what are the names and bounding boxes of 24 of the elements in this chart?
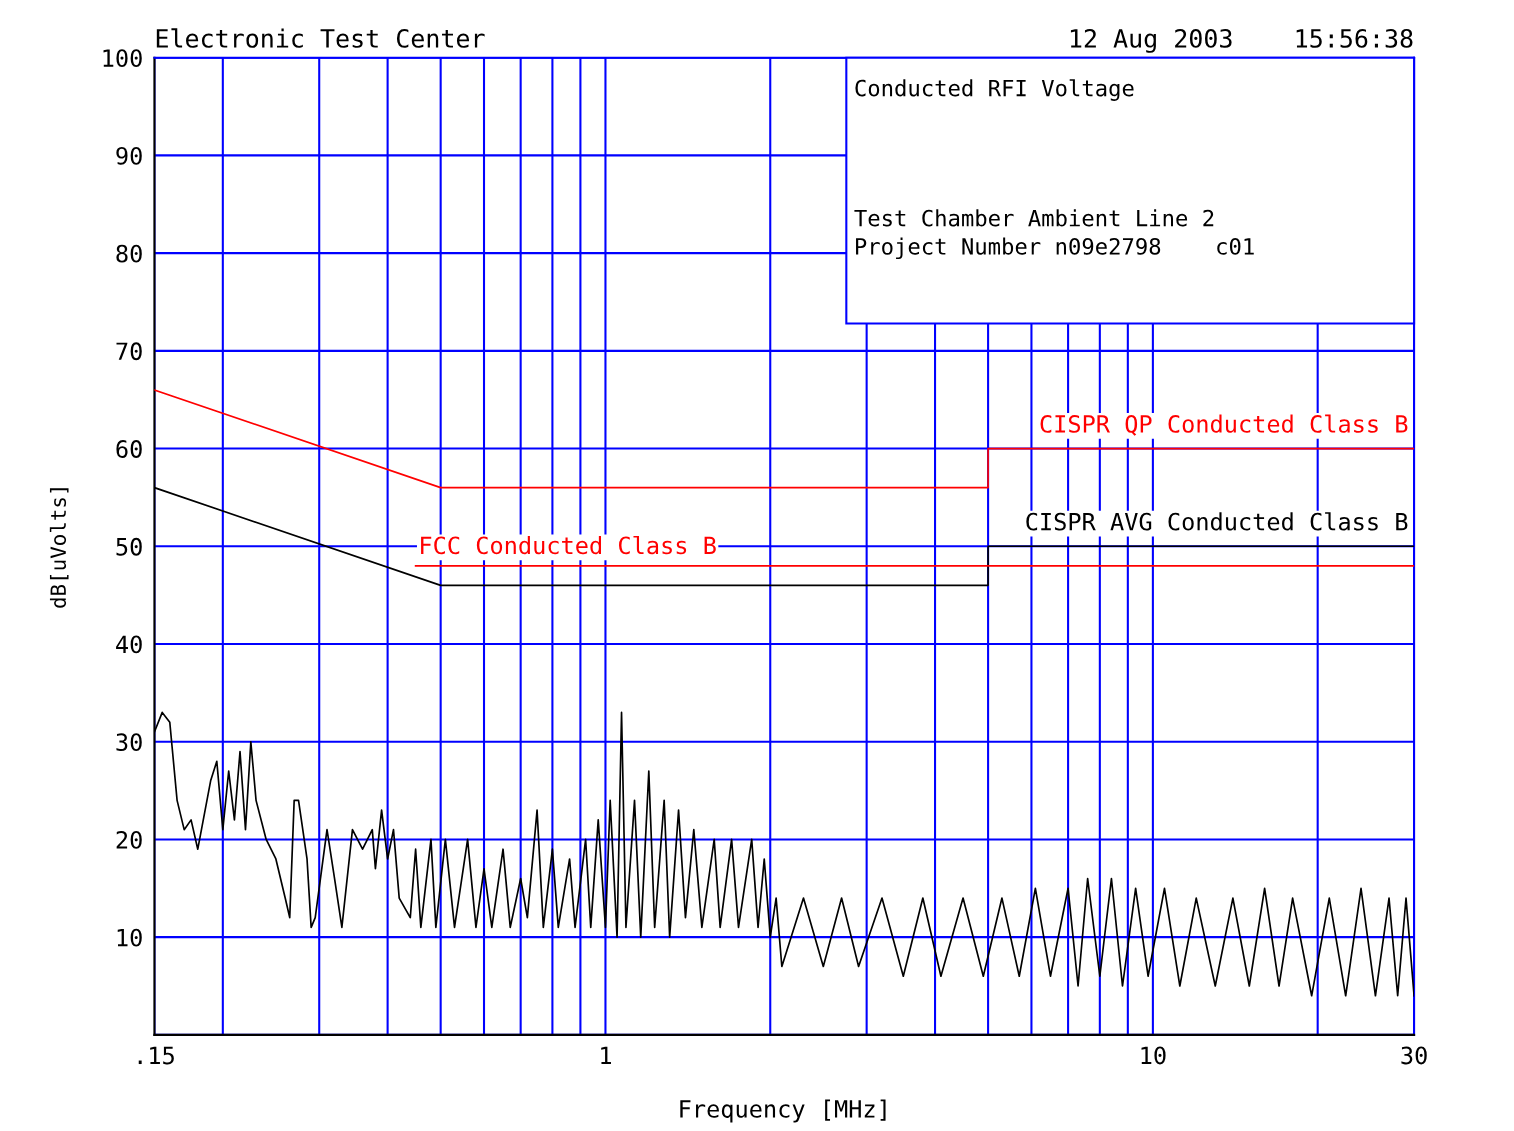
annotation: Test Chamber Ambient Line 2 — [854, 209, 1214, 227]
series-label: CISPR QP Conducted Class B — [1040, 414, 1408, 436]
x-tick-label: .15 — [138, 1046, 174, 1065]
annotation: Conducted RFI Voltage — [855, 79, 1134, 101]
chart-title: Electronic Test Center — [156, 28, 485, 48]
y-tick-label: 40 — [116, 635, 142, 654]
x-tick-label: 1 — [601, 1046, 611, 1065]
y-tick-label: 90 — [116, 146, 142, 165]
y-tick-label: 100 — [103, 49, 142, 68]
y-tick-label: 50 — [116, 537, 142, 556]
y-tick-label: 30 — [116, 733, 142, 752]
x-tick-label: 30 — [1401, 1046, 1427, 1065]
chart-subtitle: 12 Aug 2003 15:56:38 — [1070, 28, 1413, 53]
series-label: FCC Conducted Class B — [421, 535, 716, 555]
x-tick-label: 10 — [1141, 1046, 1166, 1065]
y-tick-label: 70 — [116, 342, 142, 361]
series-label: CISPR AVG Conducted Class B — [1026, 512, 1408, 531]
y-tick-label: 60 — [116, 440, 142, 458]
y-tick-label: 80 — [116, 244, 142, 263]
y-axis-title: dB[uVolts] — [49, 488, 69, 608]
x-axis-title: Frequency [MHz] — [680, 1099, 886, 1123]
y-tick-label: 10 — [117, 928, 142, 947]
annotation: Project Number n09e2798 c01 — [856, 237, 1254, 260]
y-tick-label: 20 — [116, 830, 142, 849]
